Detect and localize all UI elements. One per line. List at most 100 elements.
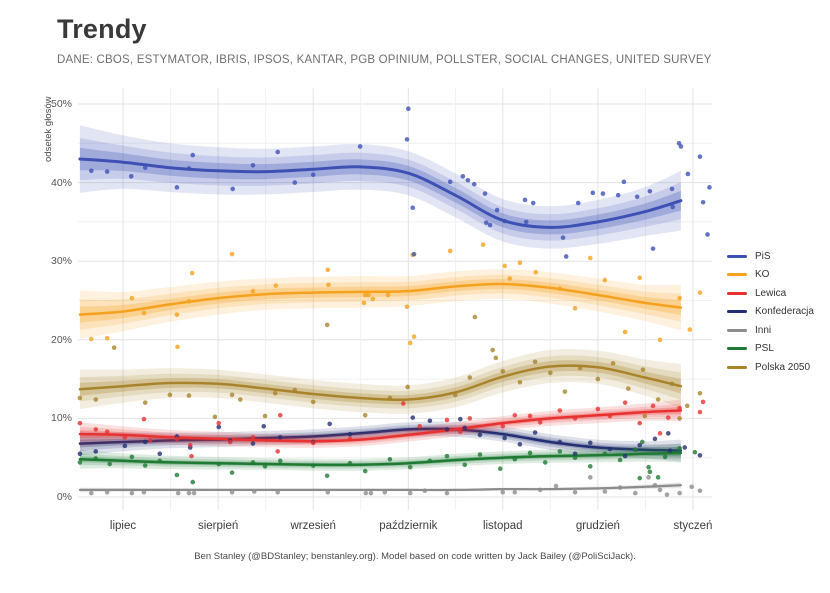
poll-point-psl xyxy=(639,439,645,445)
poll-point-pis xyxy=(460,174,466,179)
poll-point-ko xyxy=(533,269,539,275)
poll-point-pis xyxy=(560,235,566,240)
trend-line-inni xyxy=(78,484,682,492)
poll-point-konfederacja xyxy=(261,423,267,429)
poll-point-inni xyxy=(186,490,192,496)
poll-point-inni xyxy=(191,490,197,496)
poll-point-inni xyxy=(664,492,670,497)
poll-point-ko xyxy=(370,296,376,302)
poll-point-ko xyxy=(89,336,94,342)
legend-line-swatch xyxy=(727,365,747,369)
x-tick-label: sierpień xyxy=(197,520,239,532)
poll-point-konfederacja xyxy=(427,418,433,424)
poll-point-pis xyxy=(685,171,691,177)
poll-point-konfederacja xyxy=(122,443,128,449)
poll-point-lewica xyxy=(700,399,706,405)
poll-point-pis xyxy=(669,186,675,192)
poll-point-lewica xyxy=(347,436,353,442)
poll-point-pis xyxy=(621,179,627,185)
poll-point-psl xyxy=(129,454,135,460)
poll-point-pis xyxy=(615,192,621,198)
poll-point-konfederacja xyxy=(532,430,538,435)
x-tick-label: lipiec xyxy=(109,520,137,532)
legend-item-inni: Inni xyxy=(727,321,814,340)
poll-point-konfederacja xyxy=(477,432,483,438)
poll-point-lewica xyxy=(622,400,628,405)
poll-point-pis xyxy=(310,172,316,178)
poll-point-psl xyxy=(646,464,651,470)
legend-line-swatch xyxy=(727,273,747,277)
poll-point-psl xyxy=(602,451,608,457)
poll-point-pis xyxy=(404,137,410,142)
poll-point-psl xyxy=(157,458,163,464)
poll-point-ko xyxy=(677,295,682,301)
poll-point-ko xyxy=(229,251,235,257)
poll-point-psl xyxy=(632,447,638,453)
legend-item-polska-2050: Polska 2050 xyxy=(727,358,814,377)
poll-point-psl xyxy=(677,445,682,451)
poll-point-konfederacja xyxy=(347,431,353,437)
poll-point-polska-2050 xyxy=(640,367,646,372)
poll-point-polska-2050 xyxy=(142,400,148,405)
poll-point-lewica xyxy=(400,401,406,406)
poll-point-lewica xyxy=(275,449,281,454)
poll-point-polska-2050 xyxy=(684,403,690,409)
poll-point-lewica xyxy=(444,417,450,423)
trend-line-polska-2050 xyxy=(78,364,683,402)
legend-label: Lewica xyxy=(755,287,787,299)
legend-label: KO xyxy=(755,269,770,281)
y-tick-label: 50% xyxy=(50,98,72,110)
trend-line-pis xyxy=(78,157,683,229)
poll-point-inni xyxy=(602,489,608,494)
poll-point-inni xyxy=(572,489,578,495)
legend-item-lewica: Lewica xyxy=(727,284,814,303)
poll-point-pis xyxy=(678,144,684,149)
poll-point-psl xyxy=(93,456,99,461)
legend-label: PiS xyxy=(755,250,771,262)
poll-point-ko xyxy=(557,286,563,292)
poll-point-polska-2050 xyxy=(292,387,298,393)
poll-point-ko xyxy=(361,300,367,306)
poll-point-pis xyxy=(647,188,653,194)
poll-point-psl xyxy=(324,473,330,479)
poll-point-lewica xyxy=(77,420,83,426)
poll-point-pis xyxy=(487,222,493,228)
poll-point-ko xyxy=(637,275,643,281)
poll-point-inni xyxy=(677,490,682,496)
poll-point-polska-2050 xyxy=(472,314,478,320)
poll-point-inni xyxy=(141,489,147,495)
poll-point-psl xyxy=(107,461,112,467)
legend-line-swatch xyxy=(727,291,747,295)
poll-point-lewica xyxy=(250,434,256,440)
poll-point-ko xyxy=(175,344,180,350)
poll-point-polska-2050 xyxy=(493,355,499,361)
poll-point-psl xyxy=(662,454,668,460)
poll-point-lewica xyxy=(277,412,283,418)
poll-point-inni xyxy=(422,488,428,494)
poll-point-konfederacja xyxy=(652,436,658,442)
poll-point-pis xyxy=(357,144,363,149)
poll-point-polska-2050 xyxy=(238,397,243,402)
poll-point-pis xyxy=(523,219,529,225)
poll-point-pis xyxy=(174,185,180,190)
band-ko xyxy=(79,279,681,323)
poll-point-inni xyxy=(368,490,374,496)
poll-point-psl xyxy=(310,463,316,468)
chart-subtitle: DANE: CBOS, ESTYMATOR, IBRIS, IPSOS, KAN… xyxy=(57,54,712,66)
poll-point-polska-2050 xyxy=(562,389,568,394)
poll-point-ko xyxy=(189,270,195,276)
poll-point-polska-2050 xyxy=(577,365,583,371)
poll-point-lewica xyxy=(537,420,543,425)
poll-point-konfederacja xyxy=(557,439,563,445)
y-tick-label: 20% xyxy=(50,333,72,346)
poll-point-pis xyxy=(190,152,196,158)
poll-point-ko xyxy=(404,304,410,310)
poll-point-polska-2050 xyxy=(324,322,330,328)
poll-point-konfederacja xyxy=(517,442,523,447)
poll-point-ko xyxy=(385,292,391,298)
poll-point-inni xyxy=(587,475,593,480)
poll-point-lewica xyxy=(93,427,99,432)
poll-point-lewica xyxy=(607,413,613,419)
poll-point-ko xyxy=(186,298,192,304)
